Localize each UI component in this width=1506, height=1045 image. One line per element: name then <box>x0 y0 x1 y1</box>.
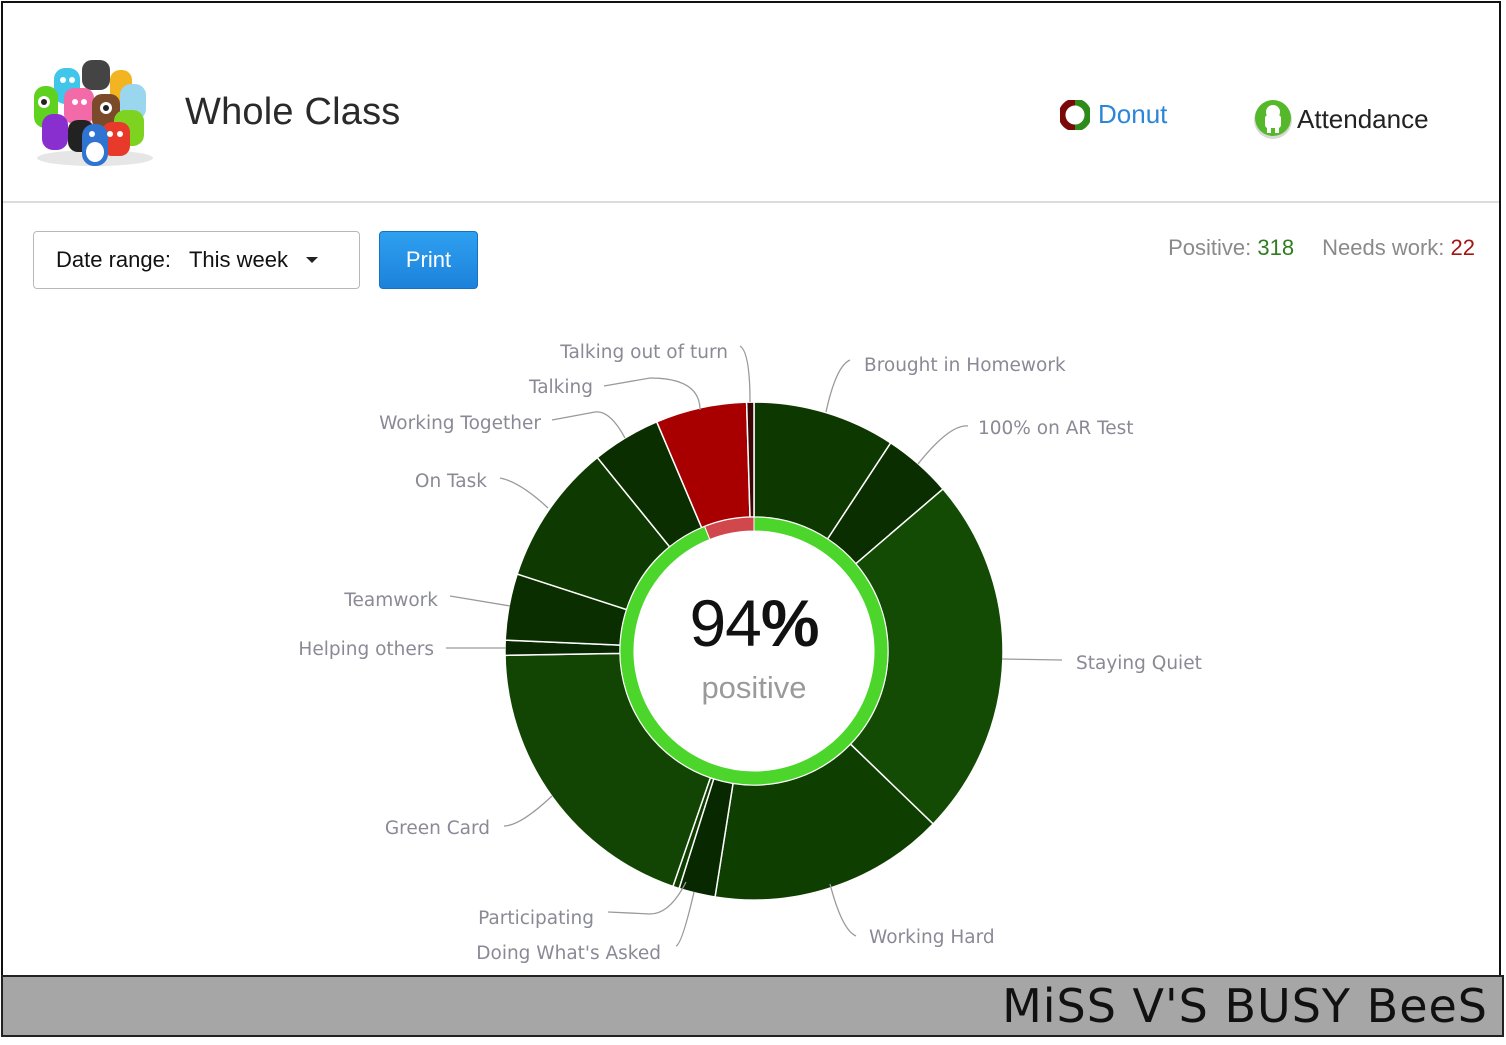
ring-segment <box>619 516 889 786</box>
label-working-hard: Working Hard <box>869 927 995 948</box>
ring-segment <box>704 516 755 541</box>
needs-work-stat: Needs work: 22 <box>1322 235 1475 261</box>
date-range-label: Date range: <box>56 247 171 272</box>
positive-count: 318 <box>1257 235 1295 260</box>
nav-attendance-label: Attendance <box>1297 103 1429 134</box>
positive-stat: Positive: 318 <box>1168 235 1294 261</box>
needs-work-count: 22 <box>1450 235 1475 260</box>
behavior-stats: Positive: 318 Needs work: 22 <box>1168 235 1475 261</box>
leader-line <box>1001 658 1063 661</box>
percent-number: 94 <box>689 586 761 660</box>
page-header: Whole Class Donut Attendance <box>3 3 1499 203</box>
label-brought-in-homework: Brought in Homework <box>864 355 1066 376</box>
positive-ring <box>619 516 889 786</box>
label-helping-others: Helping others <box>298 639 434 660</box>
percent-sign: % <box>760 586 820 660</box>
leader-lines <box>446 345 1063 947</box>
slice-labels: Talking out of turn Talking Working Toge… <box>298 342 1201 964</box>
leader-line <box>607 881 687 915</box>
attendance-icon <box>1254 100 1292 139</box>
nav-donut-link[interactable]: Donut <box>1060 99 1167 130</box>
leader-line <box>917 425 969 465</box>
label-participating: Participating <box>478 908 594 929</box>
chevron-down-icon <box>306 257 319 263</box>
positive-percentage: 94% <box>654 585 854 661</box>
positive-label: Positive: <box>1168 235 1252 260</box>
leader-line <box>449 595 511 607</box>
label-working-together: Working Together <box>379 413 541 434</box>
leader-line <box>499 477 549 509</box>
leader-line <box>503 795 553 827</box>
leader-line <box>551 411 626 439</box>
watermark-footer: MiSS V'S BUSY BeeS <box>1 975 1504 1037</box>
donut-icon <box>1060 99 1090 130</box>
label-100-on-ar-test: 100% on AR Test <box>978 418 1134 439</box>
leader-line <box>825 359 851 413</box>
nav-donut-label: Donut <box>1098 99 1168 129</box>
label-teamwork: Teamwork <box>343 590 438 611</box>
positive-caption: positive <box>701 670 807 705</box>
leader-line <box>603 377 701 411</box>
label-green-card: Green Card <box>385 818 490 839</box>
print-button[interactable]: Print <box>379 231 478 289</box>
watermark-brand: MiSS V'S BUSY BeeS <box>1002 979 1488 1033</box>
nav-attendance-link[interactable]: Attendance <box>1251 97 1429 141</box>
leader-line <box>829 883 857 937</box>
page-title: Whole Class <box>185 91 401 133</box>
leader-line <box>675 891 695 947</box>
donut-hole <box>635 532 873 770</box>
class-monsters-logo <box>34 60 153 166</box>
label-on-task: On Task <box>415 471 487 492</box>
label-talking: Talking <box>528 377 593 398</box>
label-doing-whats-asked: Doing What's Asked <box>476 943 661 964</box>
date-range-value: This week <box>188 247 289 272</box>
label-staying-quiet: Staying Quiet <box>1076 653 1202 674</box>
leader-line <box>739 345 751 403</box>
label-talking-out-of-turn: Talking out of turn <box>559 342 728 363</box>
needs-work-label: Needs work: <box>1322 235 1445 260</box>
date-range-dropdown[interactable]: Date range: This week <box>33 231 360 289</box>
